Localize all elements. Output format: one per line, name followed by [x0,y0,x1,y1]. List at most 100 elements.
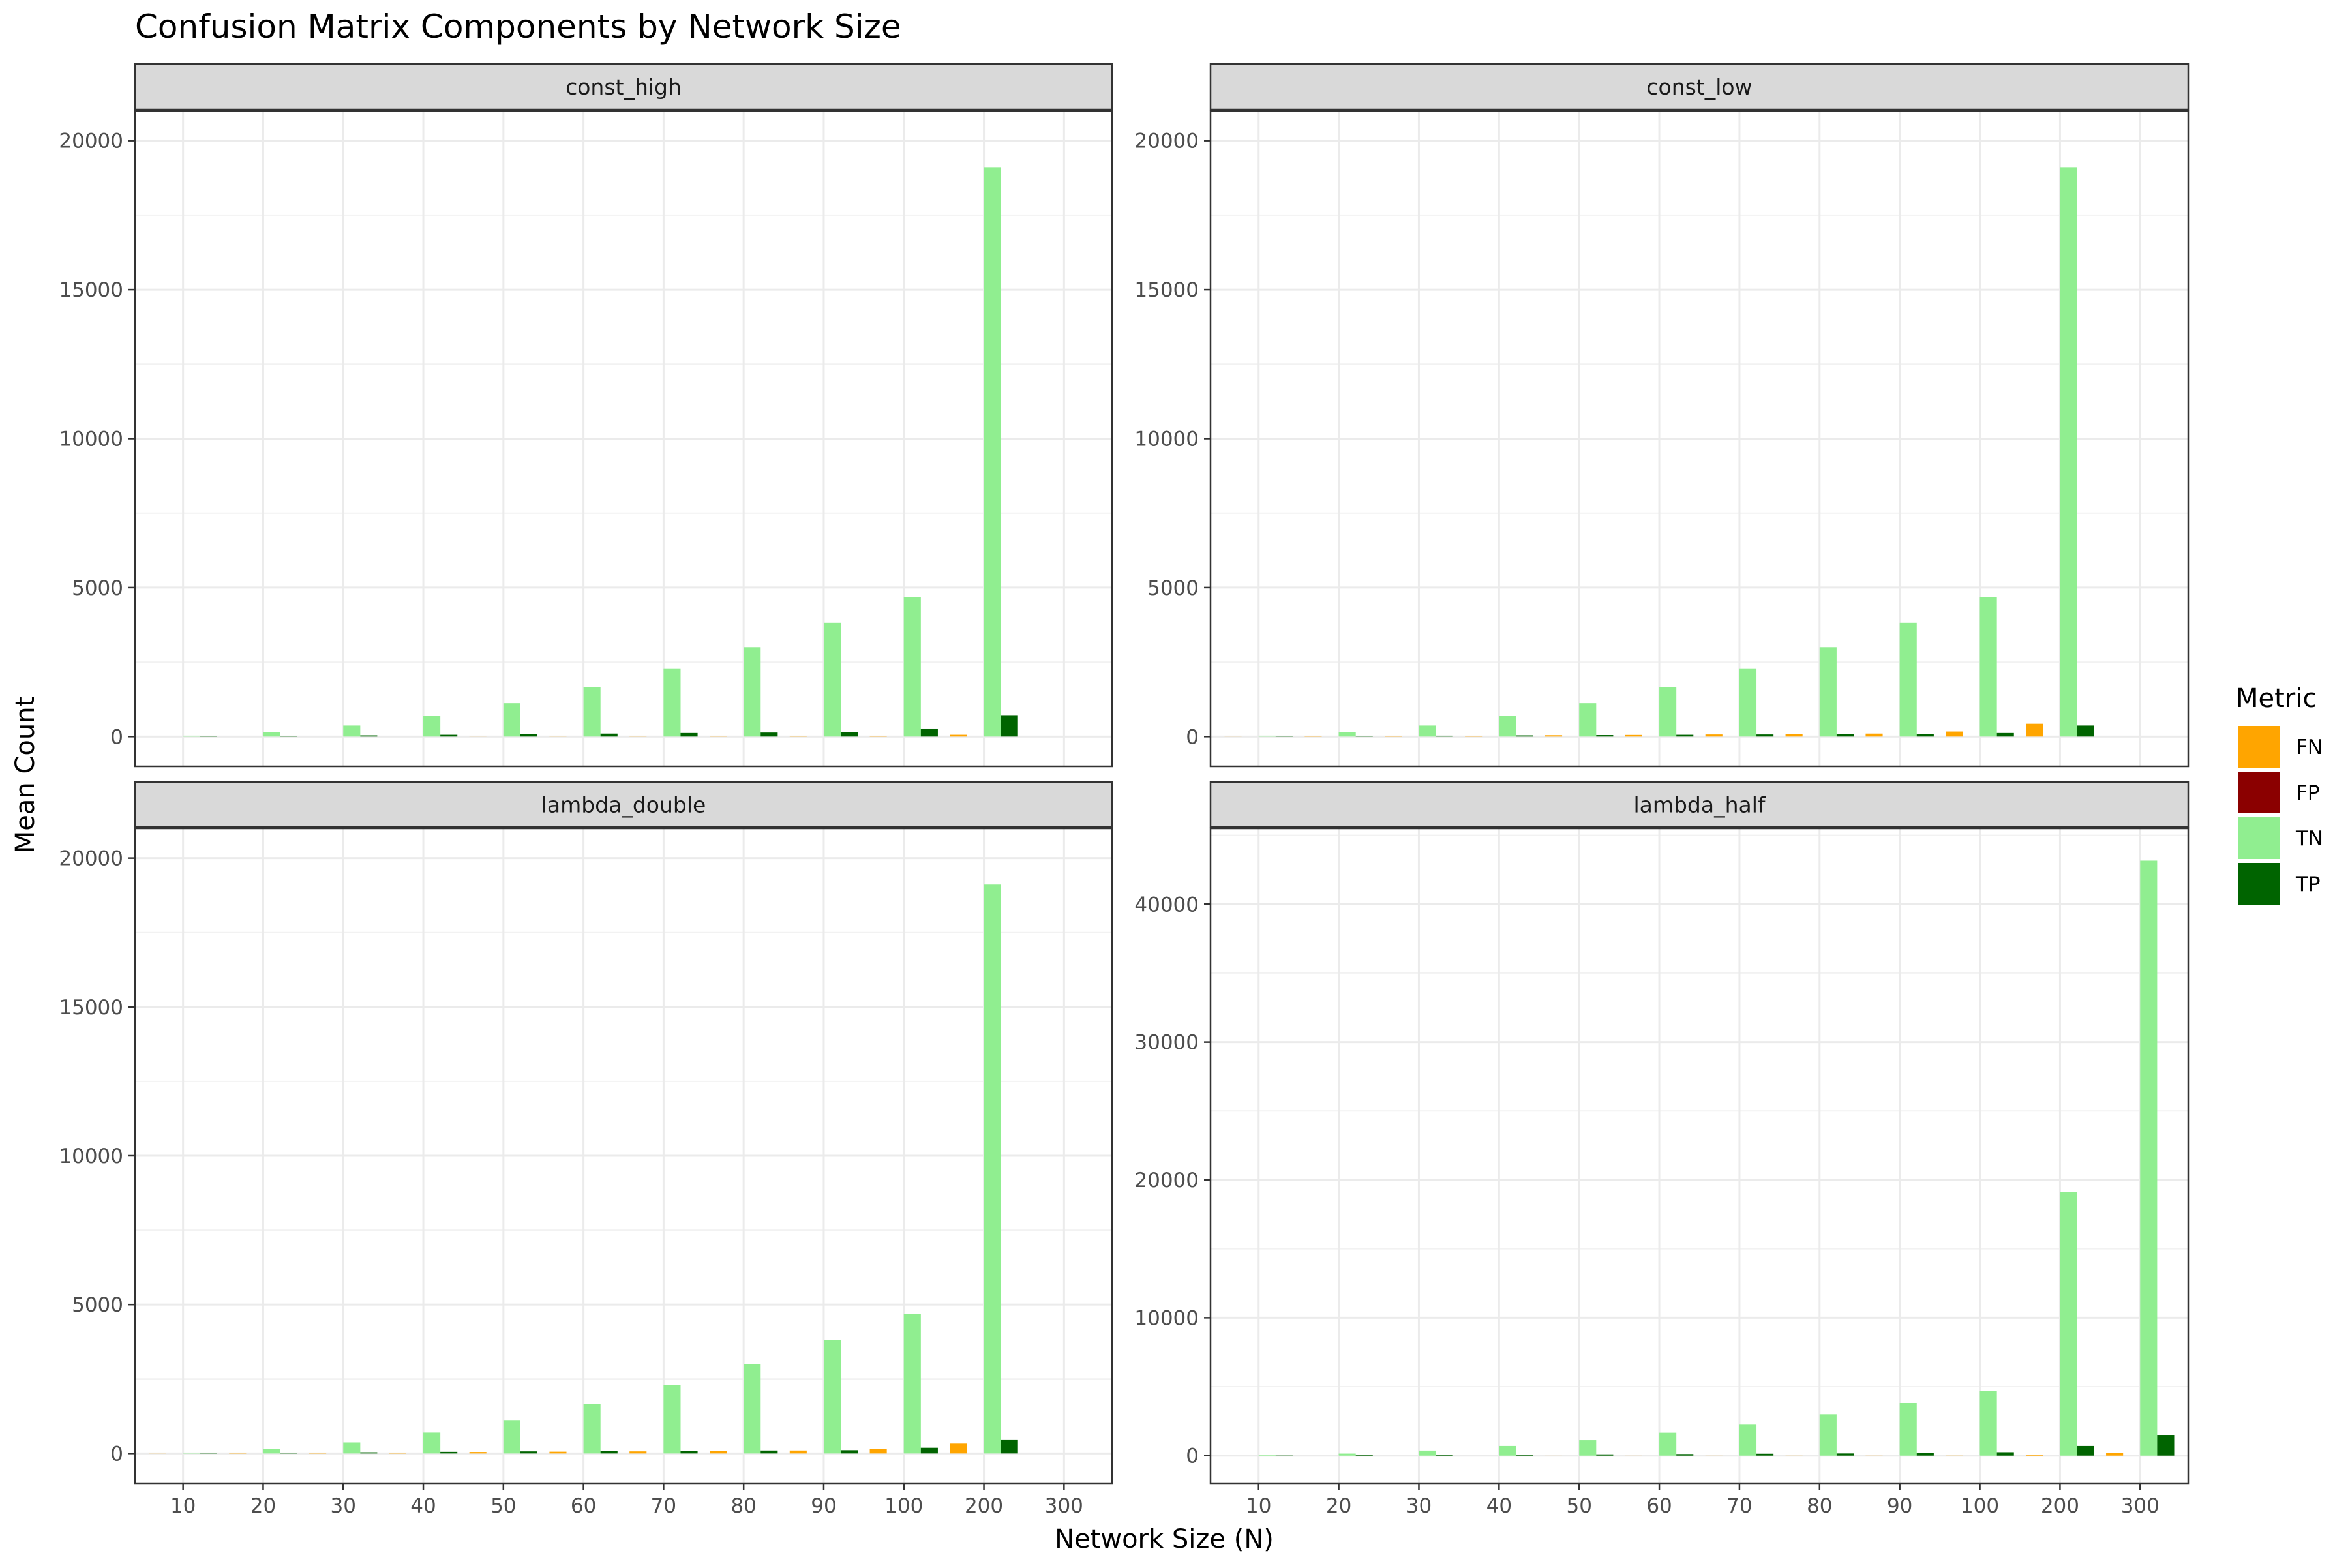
bar-TN-40 [423,1432,440,1453]
bar-TP-100 [1997,1452,2014,1455]
bar-TN-40 [1499,1446,1516,1456]
bar-TN-90 [1900,623,1917,737]
bar-TP-70 [1756,734,1773,736]
facet-strip-label: const_low [1646,74,1752,100]
legend-label-TP: TP [2295,873,2321,896]
bar-TN-70 [663,1385,680,1454]
bar-TP-50 [520,1451,537,1453]
bar-FN-90 [1865,734,1882,737]
bar-TN-90 [824,623,841,737]
facet-strip-label: lambda_half [1633,792,1766,818]
bar-FN-300 [2106,1453,2123,1456]
bar-FN-60 [1625,735,1642,737]
bar-TP-70 [680,1451,697,1453]
x-tick-label: 100 [884,1494,923,1518]
x-tick-label: 300 [1045,1494,1083,1518]
bar-TP-300 [2157,1435,2174,1456]
y-tick-label: 20000 [1134,1169,1199,1192]
bar-TN-10 [1259,1455,1276,1456]
x-tick-label: 20 [250,1494,276,1518]
bar-TN-20 [1339,1454,1356,1456]
bar-TN-20 [1339,732,1356,736]
bar-TP-80 [1837,1453,1854,1455]
bar-TN-30 [1419,725,1436,736]
facet-strip-label: lambda_double [541,792,706,818]
x-tick-label: 90 [1887,1494,1912,1518]
y-tick-label: 0 [110,725,123,749]
bar-TP-200 [1001,1440,1018,1453]
bar-FN-100 [870,1449,887,1453]
bar-TN-60 [1659,1433,1676,1456]
x-tick-label: 200 [965,1494,1003,1518]
bar-TP-20 [1356,1455,1373,1456]
x-tick-label: 60 [1646,1494,1672,1518]
bar-TP-100 [1997,733,2014,736]
bar-TN-300 [2140,860,2157,1455]
bar-TP-80 [1837,734,1854,736]
bar-TN-80 [1820,647,1837,736]
bar-TP-40 [440,735,457,737]
bar-TP-80 [760,1451,777,1454]
y-tick-label: 15000 [59,279,123,302]
bar-TP-70 [680,733,697,736]
y-tick-label: 10000 [1134,1306,1199,1330]
bar-TN-30 [343,1442,360,1453]
bar-TN-30 [1419,1451,1436,1456]
y-tick-label: 30000 [1134,1031,1199,1055]
bar-FN-90 [790,1451,807,1454]
bar-FN-200 [2026,1455,2043,1456]
bar-TN-50 [1579,1440,1596,1456]
x-tick-label: 80 [730,1494,756,1518]
legend-label-FN: FN [2296,736,2323,759]
bar-TN-60 [584,1404,601,1454]
y-tick-label: 5000 [1147,577,1199,600]
bar-FN-80 [1786,734,1803,737]
bar-TN-90 [824,1340,841,1453]
bar-TP-90 [1917,1453,1934,1456]
bar-TP-50 [1596,1455,1613,1456]
bar-TN-100 [1980,1391,1997,1456]
bar-TP-30 [360,735,377,736]
x-tick-label: 80 [1807,1494,1832,1518]
bar-TN-60 [1659,687,1676,736]
bar-FN-70 [629,1451,646,1453]
y-tick-label: 0 [1186,1445,1199,1468]
y-axis-label: Mean Count [10,697,40,854]
bar-TP-60 [1676,735,1693,737]
bar-TN-50 [504,703,520,736]
bar-TN-200 [984,167,1001,736]
x-tick-label: 10 [1246,1494,1271,1518]
x-tick-label: 70 [651,1494,676,1518]
bar-TP-40 [440,1452,457,1454]
bar-FN-200 [950,1443,967,1453]
legend-key-FN [2238,726,2280,768]
x-tick-label: 300 [2121,1494,2160,1518]
bar-TN-30 [343,725,360,736]
bar-FN-200 [2026,724,2043,737]
x-tick-label: 50 [490,1494,516,1518]
facet-strip-label: const_high [565,74,682,100]
x-tick-label: 70 [1726,1494,1752,1518]
bar-FN-100 [1946,732,1963,737]
y-tick-label: 15000 [1134,279,1199,302]
panel-background [1211,828,2188,1483]
bar-FN-30 [1385,736,1402,737]
chart-title: Confusion Matrix Components by Network S… [135,8,901,46]
y-tick-label: 20000 [1134,130,1199,153]
x-tick-label: 200 [2041,1494,2079,1518]
bar-TP-60 [1676,1454,1693,1455]
legend-key-FP [2238,772,2280,813]
bar-TN-100 [904,1314,921,1454]
x-tick-label: 50 [1566,1494,1591,1518]
bar-TN-100 [904,597,921,737]
bar-TP-90 [1917,734,1934,737]
x-tick-label: 30 [1406,1494,1432,1518]
bar-TP-200 [2077,725,2094,736]
bar-TP-70 [1756,1454,1773,1456]
legend-key-TN [2238,817,2280,859]
y-tick-label: 20000 [59,130,123,153]
y-tick-label: 5000 [72,1293,123,1317]
